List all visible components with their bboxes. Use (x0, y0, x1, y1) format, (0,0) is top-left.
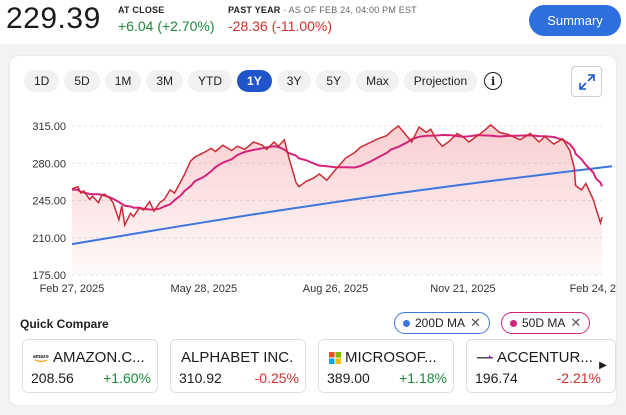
range-3y[interactable]: 3Y (276, 70, 312, 92)
compare-tile-microsoft[interactable]: MICROSOF... 389.00 +1.18% (318, 339, 454, 393)
tile-change: +1.18% (399, 370, 447, 386)
tile-name-text: ACCENTUR... (497, 349, 593, 366)
close-icon[interactable]: ✕ (570, 315, 582, 330)
y-tick-label: 210.00 (32, 233, 66, 245)
tile-price: 389.00 (327, 370, 370, 386)
y-tick-label: 280.00 (32, 158, 66, 170)
tile-name: MICROSOF... (329, 349, 451, 366)
y-tick-label: 175.00 (32, 270, 66, 282)
tile-name: amazon AMAZON.C... (33, 349, 155, 366)
expand-icon (578, 73, 595, 90)
range-5d[interactable]: 5D (64, 70, 100, 92)
quote-header: 229.39 AT CLOSE +6.04 (+2.70%) PAST YEAR… (0, 0, 626, 44)
tile-name: ALPHABET INC. (181, 349, 303, 366)
summary-button[interactable]: Summary (529, 5, 621, 36)
range-1y[interactable]: 1Y (237, 70, 272, 92)
tile-price: 310.92 (179, 370, 222, 386)
current-price: 229.39 (6, 2, 101, 35)
y-tick-label: 315.00 (32, 121, 66, 133)
ma50-dot (510, 319, 517, 327)
range-3m[interactable]: 3M (146, 70, 184, 92)
ma200-line (71, 165, 613, 246)
compare-tile-alphabet[interactable]: ALPHABET INC. 310.92 -0.25% (170, 339, 306, 393)
ma200-dot (403, 319, 410, 327)
past-year-label: PAST YEAR · AS OF FEB 24, 04:00 PM EST (228, 5, 417, 15)
range-1d[interactable]: 1D (24, 70, 60, 92)
svg-text:amazon: amazon (33, 354, 49, 360)
range-1m[interactable]: 1M (104, 70, 142, 92)
range-5y[interactable]: 5Y (316, 70, 352, 92)
tile-name: ACCENTUR... (477, 349, 599, 366)
x-tick-label: Aug 26, 2025 (303, 283, 368, 295)
tile-price: 196.74 (475, 370, 518, 386)
quick-compare-title: Quick Compare (20, 317, 109, 331)
range-ytd[interactable]: YTD (188, 70, 233, 92)
range-projection[interactable]: Projection (403, 70, 478, 92)
quick-compare-list: amazon AMAZON.C... 208.56 +1.60% ALPHABE… (22, 339, 616, 393)
accenture-logo-icon (477, 354, 493, 359)
ma50-line (71, 133, 603, 211)
tile-change: -0.25% (254, 370, 299, 386)
ma50-toggle[interactable]: 50D MA ✕ (501, 312, 591, 334)
x-tick-label: May 28, 2025 (170, 283, 237, 295)
price-line (71, 123, 603, 228)
chart-card: 1D 5D 1M 3M YTD 1Y 3Y 5Y Max Projection … (10, 56, 616, 405)
y-tick-label: 245.00 (32, 196, 66, 208)
past-year-change: -28.36 (-11.00%) (228, 18, 333, 34)
ma200-label: 200D MA (415, 316, 466, 330)
info-icon[interactable]: i (484, 72, 503, 90)
compare-tile-amazon[interactable]: amazon AMAZON.C... 208.56 +1.60% (22, 339, 158, 393)
tile-change: -2.21% (556, 370, 601, 386)
close-icon[interactable]: ✕ (470, 315, 481, 330)
at-close-change: +6.04 (+2.70%) (118, 18, 215, 34)
price-chart: 315.00 280.00 245.00 210.00 175.00 Feb 27, 2… (32, 121, 616, 295)
range-max[interactable]: Max (356, 70, 399, 92)
past-year-note: · AS OF FEB 24, 04:00 PM EST (283, 5, 417, 15)
ma50-label: 50D MA (522, 316, 566, 330)
ma200-toggle[interactable]: 200D MA ✕ (394, 312, 490, 334)
x-tick-label: Feb 24, 2026 (570, 283, 616, 295)
x-tick-label: Feb 27, 2025 (40, 283, 105, 295)
tile-name-text: ALPHABET INC. (181, 349, 294, 366)
past-year-title: PAST YEAR (228, 5, 281, 15)
tile-price: 208.56 (31, 370, 74, 386)
compare-tile-accenture[interactable]: ACCENTUR... 196.74 -2.21% (466, 339, 616, 393)
microsoft-logo-icon (329, 351, 341, 364)
price-area (72, 124, 602, 276)
next-arrow-icon[interactable]: ▶ (599, 359, 607, 371)
tile-change: +1.60% (103, 370, 151, 386)
at-close-label: AT CLOSE (118, 5, 165, 15)
tile-name-text: MICROSOF... (345, 349, 437, 366)
amazon-logo-icon: amazon (33, 354, 49, 362)
expand-chart-button[interactable] (571, 66, 602, 97)
x-tick-label: Nov 21, 2025 (430, 283, 495, 295)
range-selector: 1D 5D 1M 3M YTD 1Y 3Y 5Y Max Projection … (24, 70, 503, 92)
tile-name-text: AMAZON.C... (53, 349, 145, 366)
